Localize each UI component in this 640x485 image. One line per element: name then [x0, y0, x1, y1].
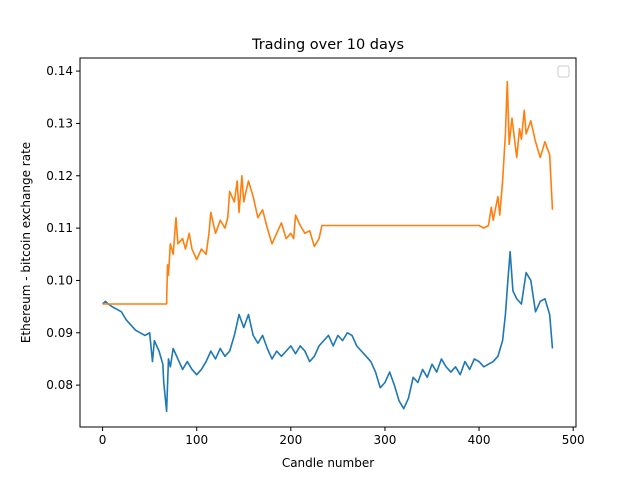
x-tick-label: 0	[99, 433, 107, 447]
series-line-2	[102, 80, 554, 305]
legend-box	[557, 65, 570, 78]
y-tick-label: 0.14	[46, 64, 73, 78]
series-line-1	[102, 250, 554, 413]
y-tick-label: 0.10	[46, 273, 73, 287]
axes-layer	[79, 57, 577, 428]
y-tick-label: 0.11	[46, 221, 73, 235]
x-tick-label: 200	[279, 433, 302, 447]
y-tick-label: 0.08	[46, 378, 73, 392]
x-tick-label: 400	[468, 433, 491, 447]
series-layer	[102, 80, 554, 413]
plot-frame	[79, 57, 577, 428]
x-tick-label: 500	[562, 433, 585, 447]
plot-area	[80, 58, 576, 427]
x-tick-label: 300	[373, 433, 396, 447]
x-axis-title: Candle number	[282, 456, 374, 470]
chart-title: Trading over 10 days	[251, 37, 404, 53]
x-axis: 0 100 200 300 400 500	[99, 427, 585, 447]
x-tick-label: 100	[185, 433, 208, 447]
y-axis: 0.08 0.09 0.10 0.11 0.12 0.13 0.14	[46, 64, 80, 392]
y-tick-label: 0.13	[46, 116, 73, 130]
y-axis-title: Ethereum - bitcoin exchange rate	[19, 142, 33, 343]
y-tick-label: 0.12	[46, 169, 73, 183]
y-tick-label: 0.09	[46, 326, 73, 340]
